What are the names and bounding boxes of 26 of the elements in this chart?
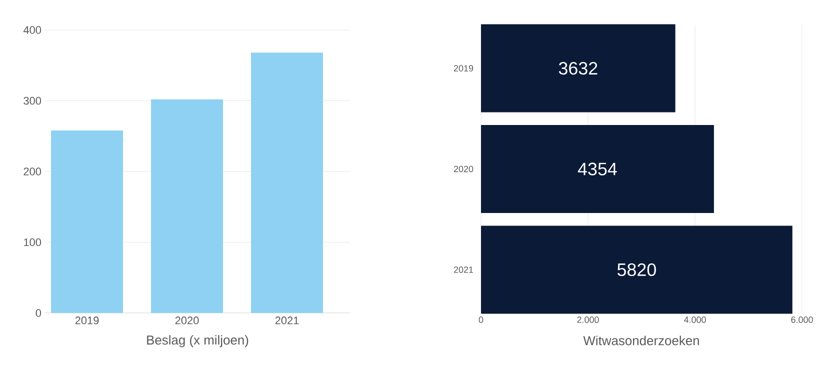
y-tick-label: 0 bbox=[36, 309, 42, 317]
bar bbox=[481, 125, 714, 213]
x-axis-title: Witwasonderzoeken bbox=[583, 336, 699, 346]
x-tick-label: 6.000 bbox=[791, 316, 813, 323]
y-tick-label: 100 bbox=[24, 238, 42, 246]
x-axis-title: Beslag (x miljoen) bbox=[147, 335, 248, 348]
bar bbox=[481, 226, 792, 314]
x-tick-label: 2020 bbox=[175, 316, 199, 324]
y-tick-label: 2020 bbox=[454, 166, 474, 172]
bar bbox=[51, 130, 123, 313]
y-tick-label: 200 bbox=[24, 168, 42, 176]
bar bbox=[251, 52, 324, 313]
data-label: 5820 bbox=[617, 263, 656, 276]
x-tick-label: 2021 bbox=[275, 316, 299, 324]
y-tick-label: 2021 bbox=[454, 266, 474, 273]
y-tick-label: 2019 bbox=[454, 65, 474, 72]
y-tick-label: 300 bbox=[24, 96, 42, 105]
x-tick-label: 0 bbox=[478, 316, 484, 323]
x-tick-label: 4.000 bbox=[684, 316, 706, 323]
data-label: 4354 bbox=[578, 162, 617, 176]
y-tick-label: 400 bbox=[23, 26, 42, 34]
data-label: 3632 bbox=[558, 62, 598, 75]
x-tick-label: 2.000 bbox=[577, 316, 599, 323]
bar bbox=[151, 99, 224, 313]
bar bbox=[481, 24, 676, 112]
x-tick-label: 2019 bbox=[75, 316, 99, 324]
